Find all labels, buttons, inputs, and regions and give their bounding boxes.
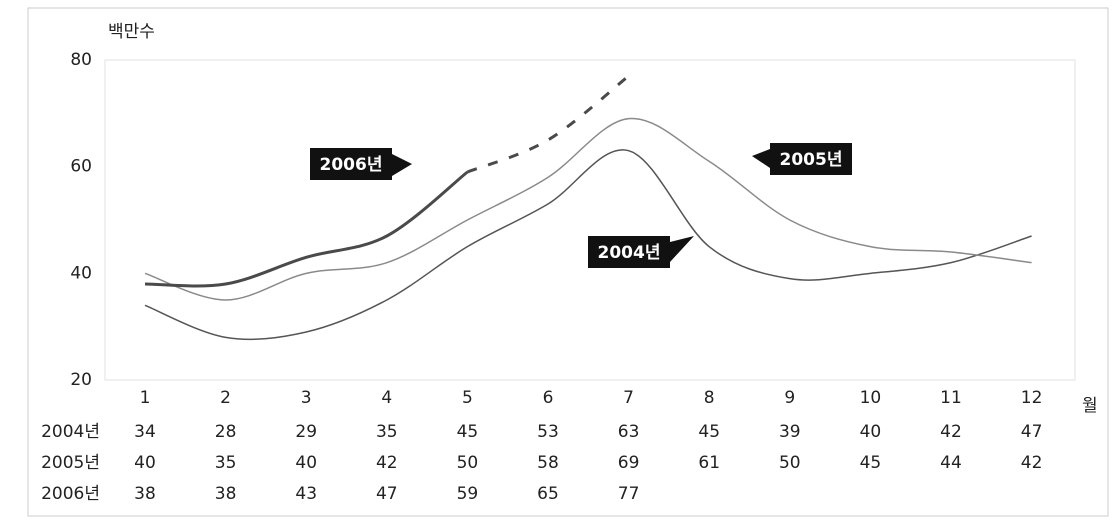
table-cell: 43 bbox=[295, 484, 317, 504]
table-cell: 47 bbox=[1021, 422, 1043, 442]
series-line bbox=[144, 149, 1032, 341]
table-row-label: 2004년 bbox=[41, 422, 100, 442]
table-cell: 45 bbox=[860, 453, 882, 473]
table-cell: 35 bbox=[215, 453, 237, 473]
table-cell: 63 bbox=[618, 422, 640, 442]
callout-pointer bbox=[752, 149, 770, 168]
table-cell: 28 bbox=[215, 422, 237, 442]
x-tick-label: 6 bbox=[543, 388, 554, 408]
table-cell: 40 bbox=[860, 422, 882, 442]
table-cell: 42 bbox=[376, 453, 398, 473]
callout-box bbox=[770, 143, 852, 175]
series-label: 2005년 bbox=[780, 150, 843, 170]
table-cell: 61 bbox=[698, 453, 720, 473]
table-cell: 44 bbox=[940, 453, 962, 473]
x-tick-label: 1 bbox=[140, 388, 151, 408]
table-cell: 77 bbox=[618, 484, 640, 504]
series-label: 2004년 bbox=[598, 243, 661, 263]
frame bbox=[27, 7, 1109, 517]
callout-box bbox=[310, 148, 392, 180]
y-tick-label: 80 bbox=[70, 50, 92, 70]
plot-area bbox=[104, 59, 1076, 381]
x-tick-label: 4 bbox=[381, 388, 392, 408]
callout-pointer bbox=[670, 236, 694, 262]
table-cell: 59 bbox=[457, 484, 479, 504]
x-tick-label: 9 bbox=[784, 388, 795, 408]
table-cell: 34 bbox=[134, 422, 156, 442]
table-cell: 38 bbox=[134, 484, 156, 504]
table-cell: 40 bbox=[134, 453, 156, 473]
table-cell: 40 bbox=[295, 453, 317, 473]
callout-pointer bbox=[392, 154, 412, 176]
table-cell: 39 bbox=[779, 422, 801, 442]
table-cell: 38 bbox=[215, 484, 237, 504]
table-cell: 50 bbox=[779, 453, 801, 473]
y-tick-label: 40 bbox=[70, 263, 92, 283]
y-tick-label: 20 bbox=[70, 370, 92, 390]
table-cell: 42 bbox=[1021, 453, 1043, 473]
table-cell: 50 bbox=[457, 453, 479, 473]
table-cell: 69 bbox=[618, 453, 640, 473]
table-cell: 47 bbox=[376, 484, 398, 504]
table-cell: 42 bbox=[940, 422, 962, 442]
x-tick-label: 11 bbox=[940, 388, 962, 408]
series-line bbox=[466, 74, 630, 174]
x-tick-label: 2 bbox=[220, 388, 231, 408]
table-cell: 45 bbox=[698, 422, 720, 442]
table-cell: 35 bbox=[376, 422, 398, 442]
table-cell: 65 bbox=[537, 484, 559, 504]
x-tick-label: 12 bbox=[1021, 388, 1043, 408]
x-tick-label: 5 bbox=[462, 388, 473, 408]
x-tick-label: 10 bbox=[860, 388, 882, 408]
series-label: 2006년 bbox=[320, 155, 383, 175]
x-tick-label: 7 bbox=[623, 388, 634, 408]
y-tick-label: 60 bbox=[70, 157, 92, 177]
table-cell: 45 bbox=[457, 422, 479, 442]
y-axis-label: 백만수 bbox=[108, 22, 155, 42]
x-tick-label: 3 bbox=[301, 388, 312, 408]
x-tick-label: 8 bbox=[704, 388, 715, 408]
series-line bbox=[144, 170, 469, 288]
x-axis-label: 월 bbox=[1082, 396, 1098, 416]
table-cell: 53 bbox=[537, 422, 559, 442]
series-line bbox=[144, 117, 1032, 301]
callout-box bbox=[588, 236, 670, 268]
table-row-label: 2006년 bbox=[41, 484, 100, 504]
table-cell: 58 bbox=[537, 453, 559, 473]
table-row-label: 2005년 bbox=[41, 453, 100, 473]
table-cell: 29 bbox=[295, 422, 317, 442]
